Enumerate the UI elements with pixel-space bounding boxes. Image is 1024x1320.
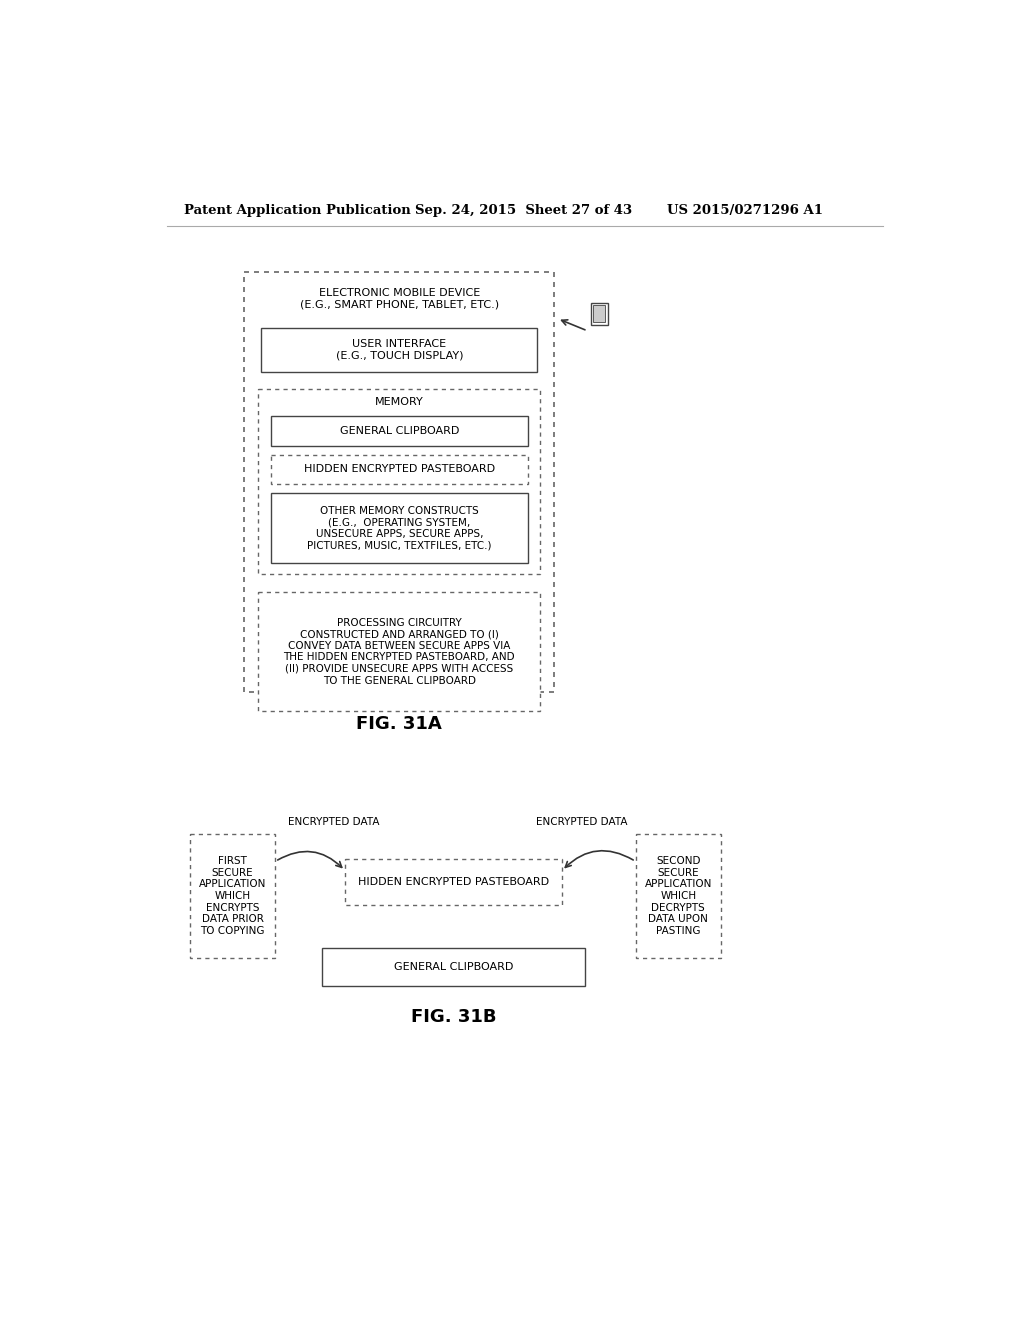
Text: ENCRYPTED DATA: ENCRYPTED DATA	[288, 817, 379, 828]
Text: HIDDEN ENCRYPTED PASTEBOARD: HIDDEN ENCRYPTED PASTEBOARD	[304, 465, 495, 474]
Bar	[593, 305, 605, 322]
Text: SECOND
SECURE
APPLICATION
WHICH
DECRYPTS
DATA UPON
PASTING: SECOND SECURE APPLICATION WHICH DECRYPTS…	[644, 857, 712, 936]
Text: FIG. 31A: FIG. 31A	[356, 715, 442, 734]
Text: MEMORY: MEMORY	[375, 397, 424, 408]
Text: GENERAL CLIPBOARD: GENERAL CLIPBOARD	[340, 426, 459, 436]
Bar	[245, 272, 554, 692]
Bar	[258, 591, 541, 711]
Text: HIDDEN ENCRYPTED PASTEBOARD: HIDDEN ENCRYPTED PASTEBOARD	[358, 878, 549, 887]
Text: OTHER MEMORY CONSTRUCTS
(E.G.,  OPERATING SYSTEM,
UNSECURE APPS, SECURE APPS,
PI: OTHER MEMORY CONSTRUCTS (E.G., OPERATING…	[307, 506, 492, 550]
Bar	[322, 948, 586, 986]
Text: USER INTERFACE
(E.G., TOUCH DISPLAY): USER INTERFACE (E.G., TOUCH DISPLAY)	[336, 339, 463, 360]
Text: PROCESSING CIRCUITRY
CONSTRUCTED AND ARRANGED TO (I)
CONVEY DATA BETWEEN SECURE : PROCESSING CIRCUITRY CONSTRUCTED AND ARR…	[284, 618, 515, 685]
Bar	[261, 327, 538, 372]
Text: US 2015/0271296 A1: US 2015/0271296 A1	[667, 205, 822, 218]
Bar	[270, 455, 528, 484]
Text: Sep. 24, 2015  Sheet 27 of 43: Sep. 24, 2015 Sheet 27 of 43	[415, 205, 632, 218]
Text: GENERAL CLIPBOARD: GENERAL CLIPBOARD	[394, 962, 513, 972]
Text: FIRST
SECURE
APPLICATION
WHICH
ENCRYPTS
DATA PRIOR
TO COPYING: FIRST SECURE APPLICATION WHICH ENCRYPTS …	[199, 857, 266, 936]
Bar	[345, 859, 562, 906]
Bar	[190, 834, 275, 958]
Bar	[636, 834, 721, 958]
Text: ENCRYPTED DATA: ENCRYPTED DATA	[536, 817, 627, 828]
Text: FIG. 31B: FIG. 31B	[411, 1008, 497, 1026]
Text: Patent Application Publication: Patent Application Publication	[183, 205, 411, 218]
Bar	[270, 416, 528, 446]
Bar	[270, 494, 528, 562]
Text: ELECTRONIC MOBILE DEVICE
(E.G., SMART PHONE, TABLET, ETC.): ELECTRONIC MOBILE DEVICE (E.G., SMART PH…	[300, 288, 499, 309]
Bar	[591, 304, 607, 325]
Bar	[258, 389, 541, 574]
